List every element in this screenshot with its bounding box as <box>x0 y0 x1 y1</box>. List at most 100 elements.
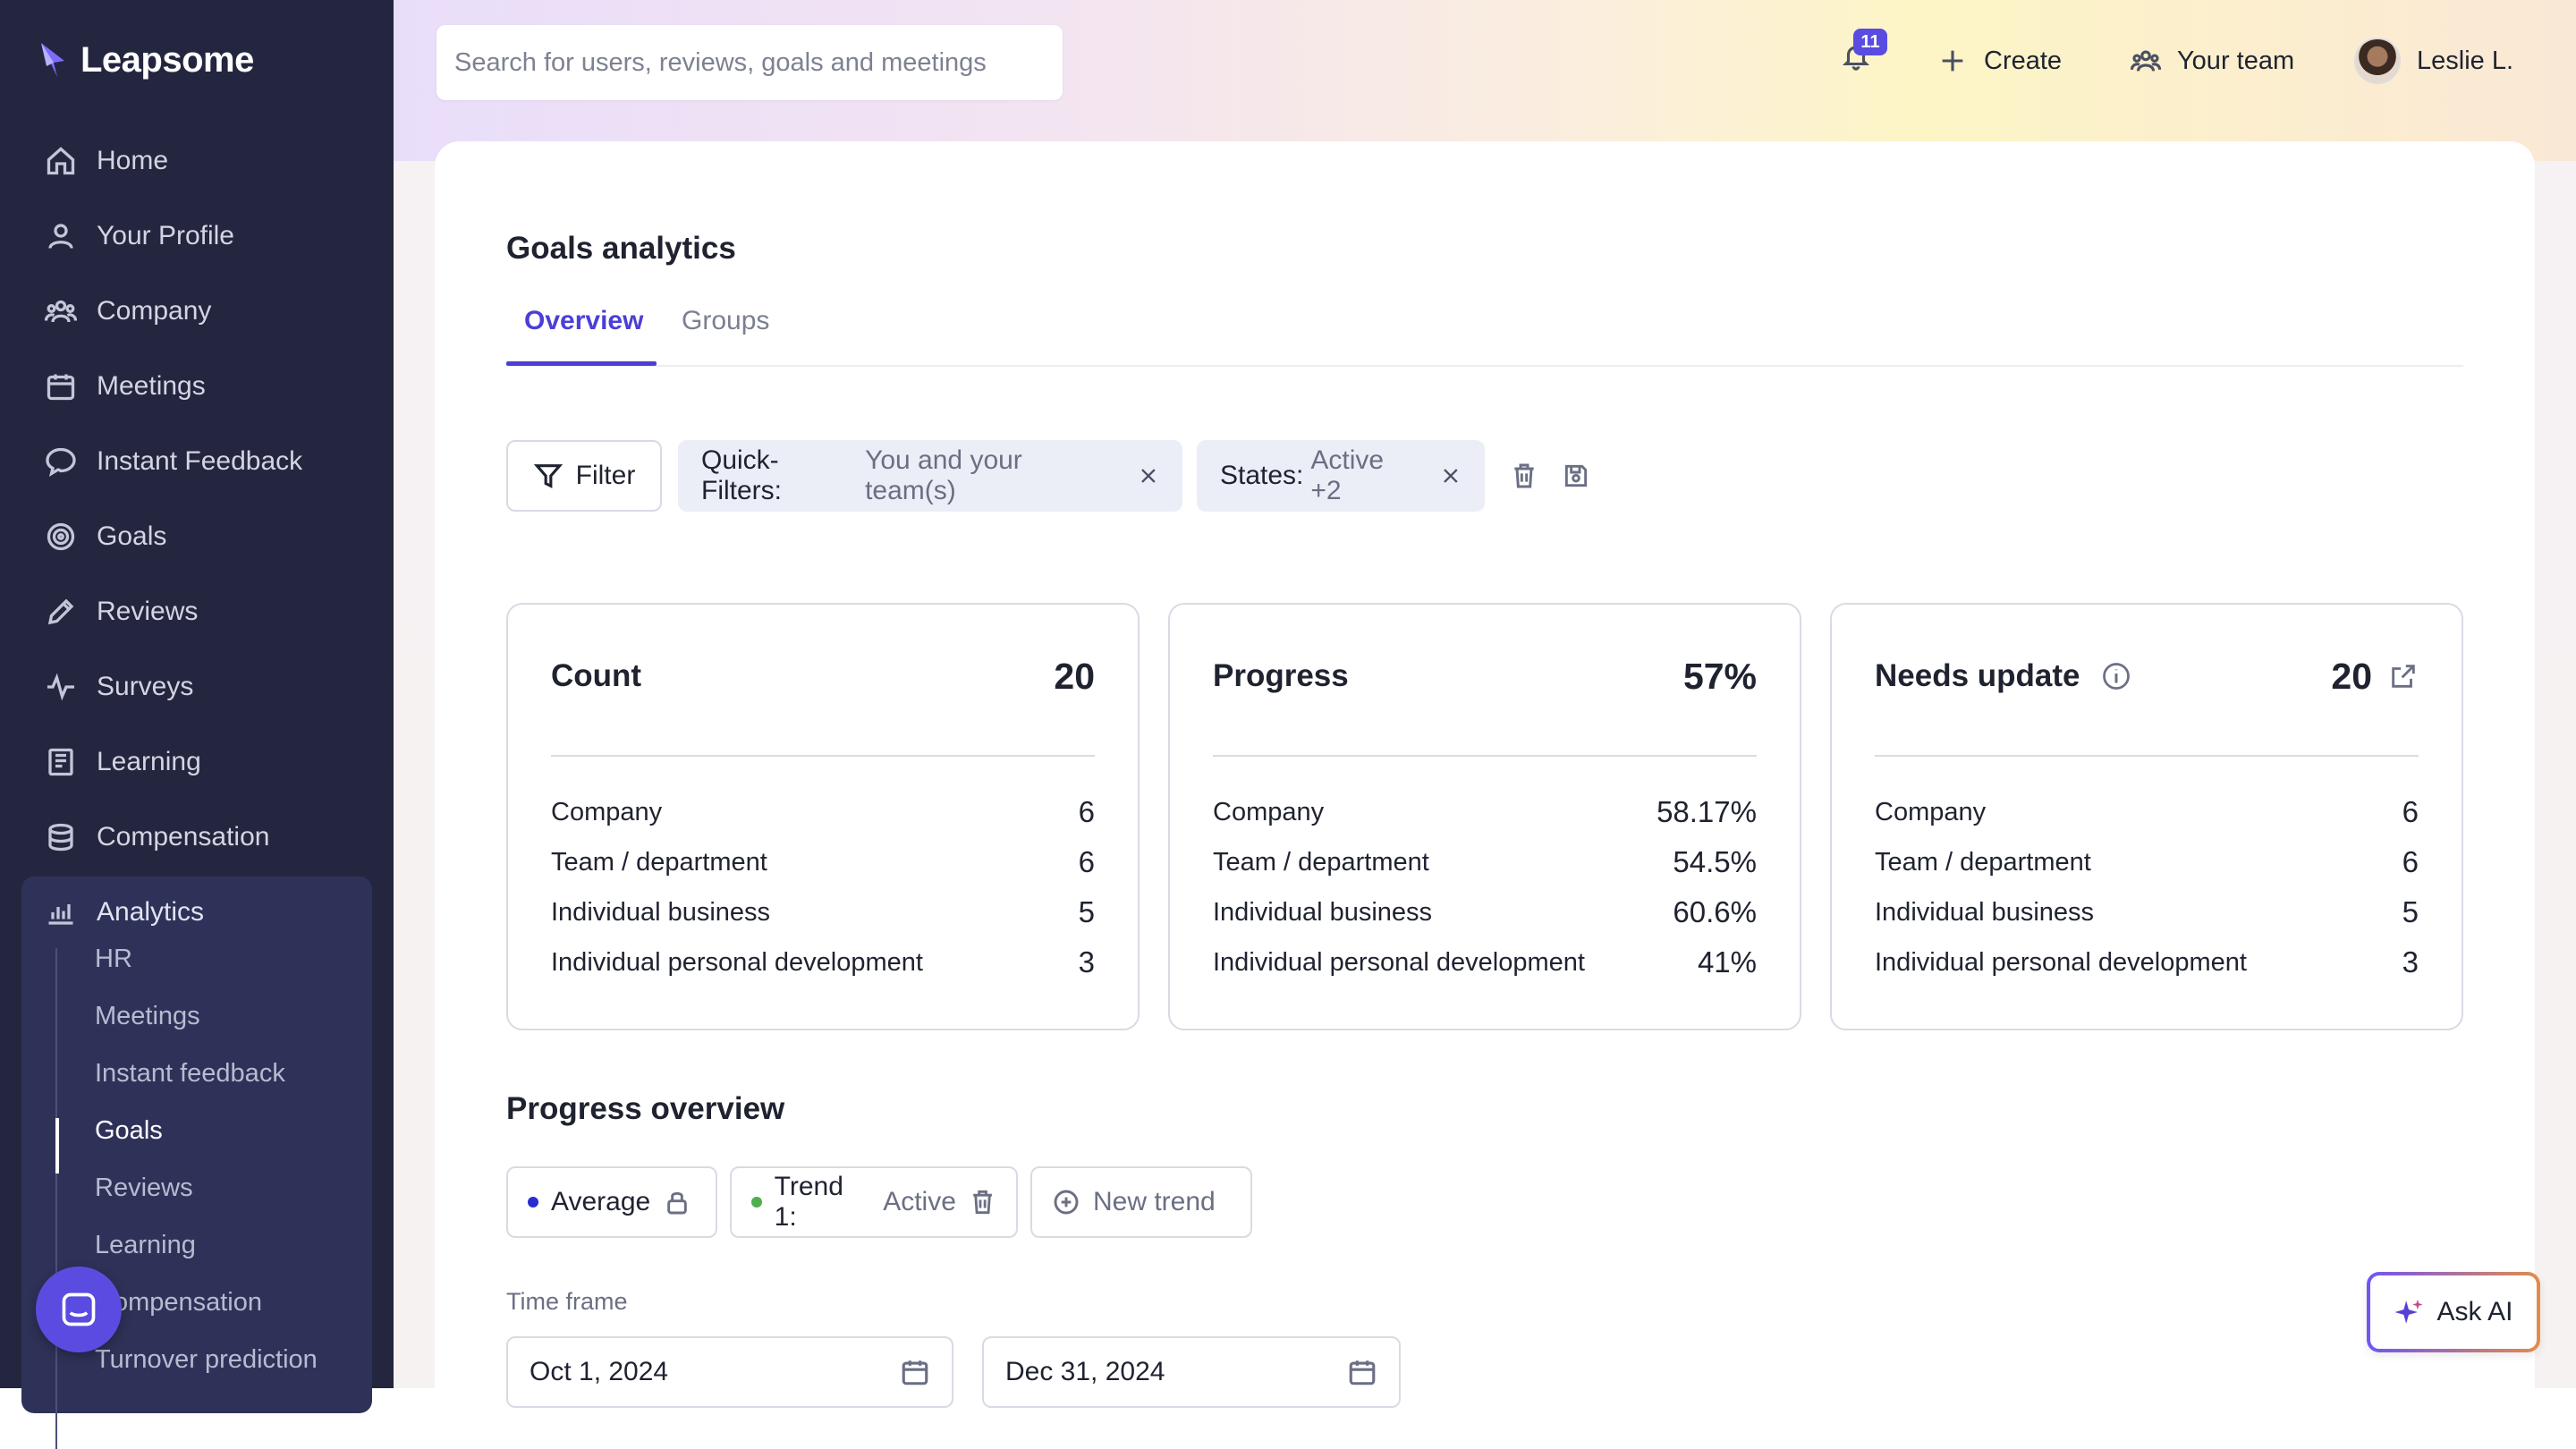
tab-groups[interactable]: Groups <box>682 306 770 335</box>
stat-divider <box>1213 755 1757 757</box>
lock-icon <box>667 1191 688 1215</box>
page-title: Goals analytics <box>506 231 736 266</box>
submenu-item-reviews[interactable]: Reviews <box>95 1173 193 1202</box>
user-menu[interactable]: Leslie L. <box>2354 36 2513 86</box>
filter-button[interactable]: Filter <box>506 440 662 512</box>
stat-header: Count 20 <box>551 651 1095 701</box>
chat-bubble-icon <box>62 1292 96 1326</box>
search-input[interactable]: Search for users, reviews, goals and mee… <box>436 25 1063 100</box>
stat-row-value: 6 <box>2402 795 2419 828</box>
stat-row-label: Individual business <box>551 897 771 927</box>
plus-circle-icon <box>1054 1190 1079 1215</box>
ask-ai-button[interactable]: Ask AI <box>2367 1272 2540 1352</box>
stat-row: Company 6 <box>551 787 1095 837</box>
stat-header: Progress 57% <box>1213 651 1757 701</box>
trend-value: Active <box>883 1187 956 1216</box>
submenu-item-instant-feedback[interactable]: Instant feedback <box>95 1058 285 1088</box>
sidebar-item-compensation[interactable]: Compensation <box>45 810 269 864</box>
stat-row: Individual personal development 41% <box>1213 937 1757 987</box>
close-icon[interactable] <box>1440 465 1462 487</box>
chip-key: States: <box>1220 461 1304 490</box>
stat-row: Individual personal development 3 <box>1875 937 2419 987</box>
user-icon <box>48 224 73 250</box>
analytics-icon <box>48 904 73 925</box>
your-team-label: Your team <box>2177 46 2295 75</box>
chip-value: You and your team(s) <box>865 445 1022 505</box>
chip-key: Quick-Filters: <box>701 445 782 505</box>
submenu-item-compensation[interactable]: Compensation <box>95 1287 262 1317</box>
stat-row-label: Company <box>1875 797 1987 826</box>
info-icon[interactable] <box>2100 660 2132 692</box>
sidebar-item-label: Company <box>97 296 212 326</box>
sidebar-item-profile[interactable]: Your Profile <box>45 209 234 263</box>
sidebar-item-label: Home <box>97 146 169 175</box>
sidebar-item-label: Meetings <box>97 371 206 401</box>
sidebar-item-meetings[interactable]: Meetings <box>45 360 206 413</box>
create-label: Create <box>1984 46 2063 75</box>
average-chip[interactable]: Average <box>506 1166 717 1238</box>
progress-overview-title: Progress overview <box>506 1091 785 1126</box>
stat-row-label: Individual business <box>1875 897 2095 927</box>
new-trend-button[interactable]: New trend <box>1030 1166 1252 1238</box>
your-team-button[interactable]: Your team <box>2131 36 2294 86</box>
quick-filters-chip[interactable]: Quick-Filters: You and your team(s) <box>678 440 1182 512</box>
pencil-icon <box>47 598 74 625</box>
delete-filters-button[interactable] <box>1506 458 1542 494</box>
sidebar-item-label: Learning <box>97 747 201 776</box>
submenu-active-indicator <box>55 1118 59 1174</box>
user-name: Leslie L. <box>2417 46 2514 75</box>
start-date-field[interactable]: Oct 1, 2024 <box>506 1336 953 1408</box>
filter-label: Filter <box>575 461 636 490</box>
tab-overview[interactable]: Overview <box>524 306 644 335</box>
sidebar-item-reviews[interactable]: Reviews <box>45 585 198 639</box>
trend-1-chip[interactable]: Trend 1: Active <box>730 1166 1018 1238</box>
stat-divider <box>1875 755 2419 757</box>
trend-dot <box>751 1197 762 1208</box>
sidebar-item-company[interactable]: Company <box>45 284 211 338</box>
brand-logo[interactable]: Leapsome <box>38 39 254 80</box>
stat-row-value: 58.17% <box>1657 795 1757 828</box>
save-filters-button[interactable] <box>1558 458 1594 494</box>
sidebar-item-home[interactable]: Home <box>45 134 168 188</box>
end-date-field[interactable]: Dec 31, 2024 <box>982 1336 1401 1408</box>
needs-update-card: Needs update 20 Company 6 Team / departme… <box>1830 603 2463 1030</box>
sidebar-item-instant-feedback[interactable]: Instant Feedback <box>45 435 302 488</box>
sidebar-item-analytics[interactable]: Analytics <box>45 886 204 939</box>
stat-row-label: Team / department <box>1875 847 2091 877</box>
external-link-icon[interactable] <box>2388 661 2419 691</box>
target-icon <box>47 522 75 551</box>
sidebar-item-surveys[interactable]: Surveys <box>45 660 193 714</box>
search-placeholder: Search for users, reviews, goals and mee… <box>454 47 987 77</box>
sidebar-item-goals[interactable]: Goals <box>45 510 166 564</box>
sidebar-item-label: Reviews <box>97 597 199 626</box>
stat-row: Individual business 60.6% <box>1213 887 1757 937</box>
trash-icon[interactable] <box>969 1188 996 1216</box>
stat-value: 20 <box>1054 655 1095 697</box>
stat-row: Company 58.17% <box>1213 787 1757 837</box>
chat-icon <box>46 447 76 477</box>
stat-row-label: Company <box>1213 797 1325 826</box>
submenu-item-meetings[interactable]: Meetings <box>95 1001 200 1030</box>
new-trend-label: New trend <box>1093 1187 1216 1216</box>
stat-row-value: 6 <box>1078 845 1095 878</box>
stat-row-value: 41% <box>1697 945 1757 979</box>
pulse-icon <box>47 673 74 701</box>
submenu-item-turnover-prediction[interactable]: Turnover prediction <box>95 1344 318 1374</box>
sidebar-item-label: Instant Feedback <box>97 446 303 476</box>
stat-title: Needs update <box>1875 658 2080 693</box>
home-icon <box>47 147 75 175</box>
avatar <box>2354 38 2401 84</box>
submenu-item-hr[interactable]: HR <box>95 944 132 973</box>
sidebar-item-label: Analytics <box>97 897 205 927</box>
sidebar-item-learning[interactable]: Learning <box>45 735 201 789</box>
stat-row: Team / department 6 <box>551 837 1095 887</box>
support-chat-button[interactable] <box>36 1267 122 1352</box>
stat-title: Progress <box>1213 658 1349 693</box>
submenu-item-learning[interactable]: Learning <box>95 1230 196 1259</box>
create-button[interactable]: Create <box>1937 36 2062 86</box>
states-chip[interactable]: States: Active +2 <box>1197 440 1485 512</box>
save-icon <box>1564 464 1588 487</box>
stat-row-value: 3 <box>2402 945 2419 979</box>
submenu-item-goals[interactable]: Goals <box>95 1115 163 1145</box>
close-icon[interactable] <box>1138 465 1159 487</box>
